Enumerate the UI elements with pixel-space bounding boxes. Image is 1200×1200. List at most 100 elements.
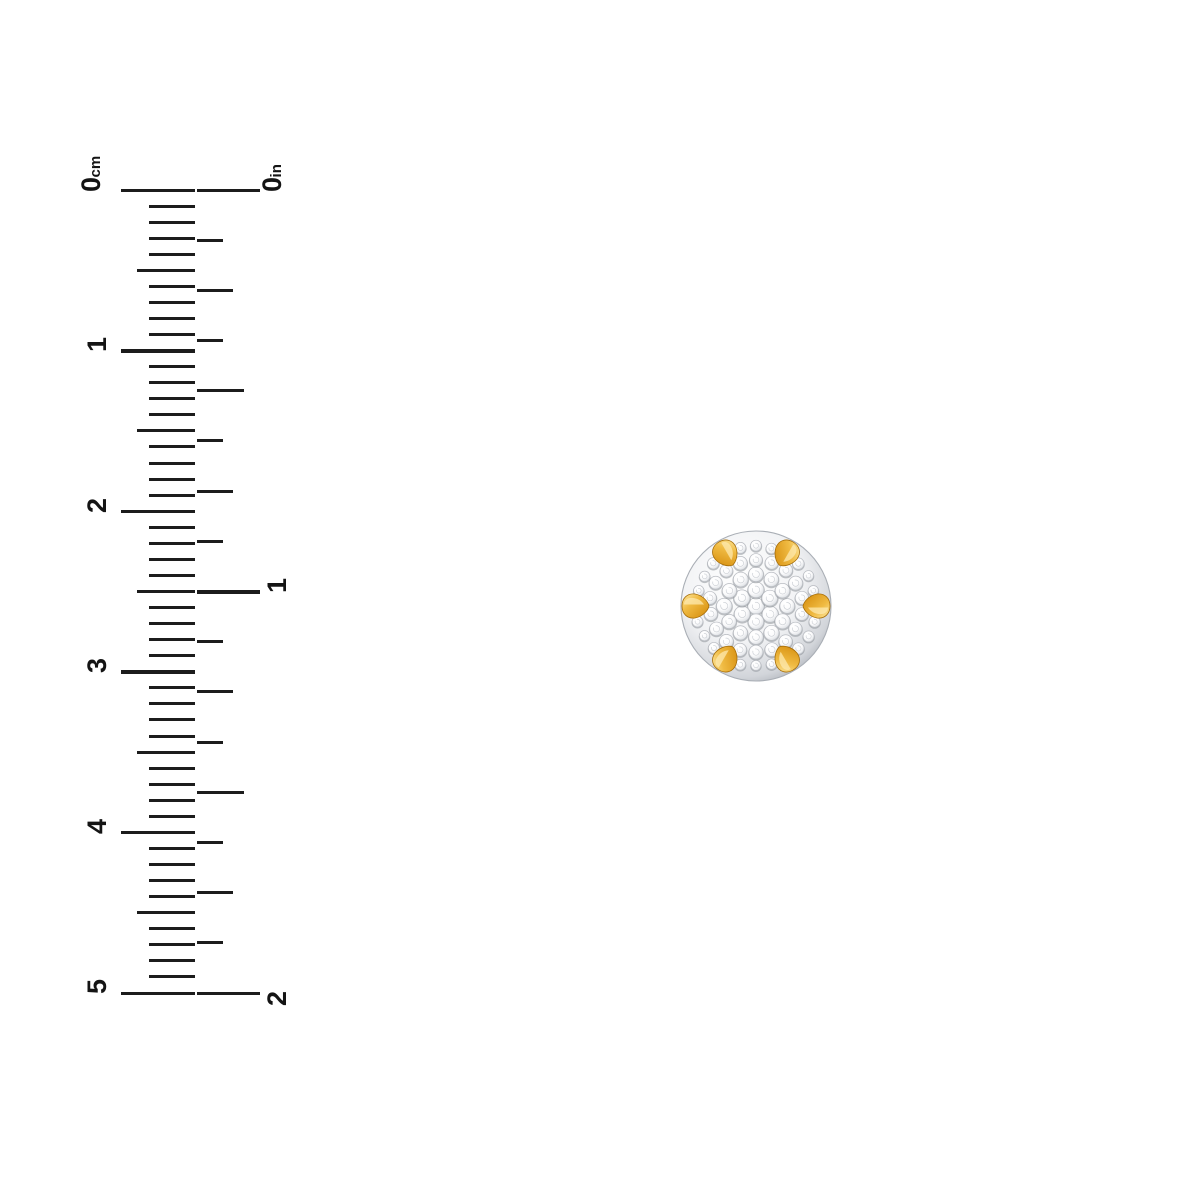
ruler-tick-cm-minor	[149, 252, 195, 256]
ruler-tick-cm-minor	[149, 461, 195, 465]
ruler-tick-cm-major	[121, 670, 195, 674]
diamond-stone	[763, 571, 780, 589]
ruler-label-cm-5: 5	[82, 979, 112, 994]
ruler-tick-in-half	[197, 790, 244, 794]
ruler-label-cm-0: 0cm	[76, 155, 106, 192]
diamond-stone	[765, 542, 778, 556]
diamond-stone	[747, 566, 765, 584]
ruler-tick-cm-minor	[149, 863, 195, 867]
ruler-tick-cm-minor	[149, 846, 195, 850]
diamond-stone	[747, 613, 765, 632]
diamond-stone	[708, 575, 723, 591]
ruler-label-cm-3: 3	[82, 658, 112, 673]
ruler-tick-in-eighth	[197, 339, 223, 343]
diamond-stone	[787, 575, 804, 592]
ruler-tick-in-eighth	[197, 439, 223, 443]
ruler-tick-cm-minor	[149, 365, 195, 369]
ruler-label-in-0: 0in	[257, 164, 287, 192]
ruler-tick-cm-minor	[149, 316, 195, 320]
ruler-tick-in-eighth	[197, 640, 223, 644]
ruler-tick-cm-minor	[149, 220, 195, 224]
diamond-stone	[750, 660, 762, 672]
ruler-tick-cm-half	[137, 911, 195, 915]
gold-prong	[774, 539, 800, 567]
diamond-stone	[808, 615, 821, 629]
gold-prong	[681, 593, 710, 619]
ruler-tick-in-major	[197, 188, 260, 192]
diamond-stone	[715, 597, 733, 616]
ruler-tick-cm-minor	[149, 236, 195, 240]
ruler-tick-in-eighth	[197, 539, 223, 543]
gold-prong	[712, 539, 738, 567]
ruler-unit-cm: cm	[87, 155, 104, 178]
diamond-stone-group	[689, 539, 823, 672]
diamond-stone	[748, 553, 764, 568]
ruler-tick-cm-minor	[149, 638, 195, 642]
ruler-tick-cm-minor	[149, 477, 195, 481]
ruler-tick-cm-minor	[149, 204, 195, 208]
ruler-tick-in-major	[197, 590, 260, 594]
ruler-tick-cm-minor	[149, 895, 195, 899]
ruler-tick-cm-minor	[149, 959, 195, 963]
ruler-tick-cm-minor	[149, 493, 195, 497]
ruler-tick-cm-major	[121, 188, 195, 192]
diamond-stone	[721, 614, 738, 631]
diamond-stone	[749, 539, 763, 553]
ruler-tick-cm-minor	[149, 413, 195, 417]
ruler-tick-cm-minor	[149, 300, 195, 304]
ruler-tick-in-eighth	[197, 840, 223, 844]
ruler-tick-in-eighth	[197, 238, 223, 242]
ruler-label-cm-1: 1	[82, 337, 112, 352]
ruler-tick-cm-minor	[149, 943, 195, 947]
ruler-tick-cm-minor	[149, 333, 195, 337]
diamond-stone	[733, 605, 752, 624]
ruler-tick-in-quarter	[197, 489, 233, 493]
diamond-stone	[760, 589, 779, 608]
ruler-tick-in-eighth	[197, 941, 223, 945]
ruler-tick-cm-half	[137, 750, 195, 754]
diamond-stone	[747, 629, 765, 647]
ruler-tick-cm-minor	[149, 573, 195, 577]
ruler-tick-cm-minor	[149, 766, 195, 770]
diamond-stone	[734, 658, 747, 672]
ruler-number: 0	[76, 177, 106, 192]
diamond-stone	[703, 606, 719, 623]
diamond-stone	[778, 563, 794, 579]
ruler-label-in-1: 1	[262, 578, 292, 593]
diamond-stone	[698, 570, 711, 584]
ruler-unit-in: in	[268, 164, 285, 178]
diamond-stone	[788, 621, 803, 637]
diamond-stone	[765, 658, 778, 671]
diamond-stone	[732, 571, 749, 589]
diamond-cluster-stud-earring	[668, 518, 844, 694]
ruler-tick-cm-major	[121, 509, 195, 514]
diamond-stone	[774, 613, 791, 631]
ruler-tick-cm-major	[121, 349, 195, 353]
ruler-tick-cm-minor	[149, 814, 195, 818]
ruler-tick-cm-minor	[149, 557, 195, 561]
diamond-stone	[698, 630, 711, 643]
ruler-tick-cm-minor	[149, 975, 195, 979]
ruler-tick-cm-minor	[149, 734, 195, 738]
ruler-tick-cm-minor	[149, 381, 195, 385]
ruler-tick-in-half	[197, 389, 244, 393]
diamond-stone	[708, 621, 725, 638]
ruler-tick-cm-minor	[149, 702, 195, 706]
diamond-stone	[779, 598, 796, 616]
ruler-tick-cm-major	[121, 991, 195, 995]
ruler-label-in-2: 2	[262, 991, 292, 1006]
ruler-label-cm-4: 4	[82, 819, 112, 834]
diamond-stone	[732, 625, 749, 642]
ruler-tick-cm-minor	[149, 622, 195, 626]
diamond-stone	[802, 570, 815, 583]
diamond-stone	[734, 542, 747, 555]
ruler-tick-cm-minor	[149, 879, 195, 883]
ruler-tick-cm-minor	[149, 782, 195, 786]
ruler-tick-cm-minor	[149, 397, 195, 401]
ruler-tick-in-major	[197, 991, 260, 995]
ruler-tick-cm-minor	[149, 927, 195, 931]
ruler-tick-cm-half	[137, 268, 195, 272]
diamond-stone	[732, 589, 751, 608]
ruler-tick-in-quarter	[197, 690, 233, 694]
ruler-tick-cm-minor	[149, 445, 195, 449]
